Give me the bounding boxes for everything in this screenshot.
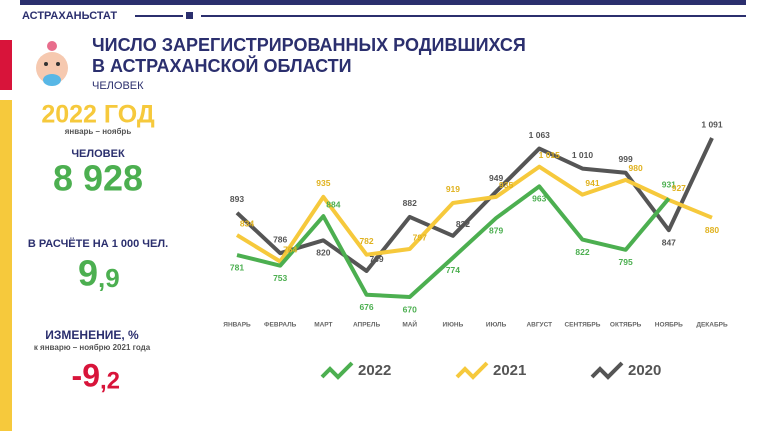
subtitle: ЧЕЛОВЕК xyxy=(92,80,144,92)
data-label: 753 xyxy=(273,273,287,283)
rate: 9 xyxy=(78,253,98,294)
side-bar xyxy=(0,100,12,431)
brand: АСТРАХАНЬСТАТ xyxy=(22,10,117,22)
data-label: 980 xyxy=(629,163,643,173)
legend-label: 2020 xyxy=(628,362,661,379)
data-label: 847 xyxy=(662,237,676,247)
count: 8 928 xyxy=(53,158,143,199)
x-tick-label: АВГУСТ xyxy=(526,322,552,329)
data-label: 999 xyxy=(619,154,633,164)
data-label: 670 xyxy=(403,304,417,314)
x-tick-label: ЯНВАРЬ xyxy=(223,322,251,329)
line-chart: ЯНВАРЬ ФЕВРАЛЬ МАРТ АПРЕЛЬ МАЙ ИЮНЬ ИЮЛЬ АВГУСТ… xyxy=(223,119,728,380)
count-label: ЧЕЛОВЕК xyxy=(71,148,125,160)
x-tick-label: АПРЕЛЬ xyxy=(353,322,381,329)
change-note: к январю – ноябрю 2021 года xyxy=(34,343,151,352)
rate-label: В РАСЧЁТЕ НА 1 000 ЧЕЛ. xyxy=(28,237,168,250)
side-bar xyxy=(0,40,12,90)
legend-icon xyxy=(590,361,624,380)
data-label: 949 xyxy=(489,173,503,183)
x-tick-label: ИЮНЬ xyxy=(443,322,464,329)
brand-square xyxy=(186,12,193,19)
data-label: 1 063 xyxy=(529,130,551,140)
data-label: 893 xyxy=(230,194,244,204)
x-tick-label: МАЙ xyxy=(402,320,417,329)
data-label: 774 xyxy=(446,265,460,275)
x-tick-label: ИЮЛЬ xyxy=(486,322,507,329)
change: -9 xyxy=(72,357,100,393)
data-label: 935 xyxy=(499,180,513,190)
data-label: 782 xyxy=(359,236,373,246)
data-label: 832 xyxy=(456,219,470,229)
series-line xyxy=(235,137,714,273)
x-tick-label: ДЕКАБРЬ xyxy=(696,322,728,329)
data-label: 919 xyxy=(446,184,460,194)
legend-icon xyxy=(455,361,489,380)
x-tick-label: СЕНТЯБРЬ xyxy=(564,322,600,329)
year: 2022 ГОД xyxy=(41,101,155,129)
title: В АСТРАХАНСКОЙ ОБЛАСТИ xyxy=(92,55,352,76)
data-label: 879 xyxy=(489,225,503,235)
baby-icon xyxy=(36,41,68,86)
data-label: 764 xyxy=(283,245,297,255)
period: январь – ноябрь xyxy=(65,127,132,136)
data-label: 963 xyxy=(532,194,546,204)
data-label: 882 xyxy=(403,198,417,208)
change-label: ИЗМЕНЕНИЕ, % xyxy=(45,328,139,342)
change: ,2 xyxy=(100,367,120,394)
data-label: 1 091 xyxy=(701,119,723,129)
legend-label: 2021 xyxy=(493,362,526,379)
data-label: 941 xyxy=(585,178,599,188)
data-label: 786 xyxy=(273,234,287,244)
series-line xyxy=(236,184,671,299)
x-tick-label: ФЕВРАЛЬ xyxy=(264,322,297,329)
data-label: 797 xyxy=(413,232,427,242)
data-label: 1 015 xyxy=(539,150,561,160)
data-label: 834 xyxy=(240,218,254,228)
legend-label: 2022 xyxy=(358,362,391,379)
x-tick-label: НОЯБРЬ xyxy=(655,322,683,329)
data-label: 1 010 xyxy=(572,150,594,160)
data-label: 884 xyxy=(326,199,340,209)
title: ЧИСЛО ЗАРЕГИСТРИРОВАННЫХ РОДИВШИХСЯ xyxy=(92,35,526,55)
x-tick-label: МАРТ xyxy=(314,322,332,329)
data-label: 822 xyxy=(575,247,589,257)
data-label: 739 xyxy=(369,254,383,264)
data-label: 676 xyxy=(359,302,373,312)
data-label: 931 xyxy=(662,180,676,190)
rate: ,9 xyxy=(98,263,120,293)
legend-icon xyxy=(320,361,354,380)
top-bar xyxy=(20,0,746,5)
data-label: 781 xyxy=(230,262,244,272)
series-line xyxy=(235,164,713,264)
data-label: 820 xyxy=(316,248,330,258)
data-label: 880 xyxy=(705,225,719,235)
data-label: 795 xyxy=(619,257,633,267)
data-label: 935 xyxy=(316,178,330,188)
data-label: 927 xyxy=(672,183,686,193)
x-tick-label: ОКТЯБРЬ xyxy=(610,322,642,329)
